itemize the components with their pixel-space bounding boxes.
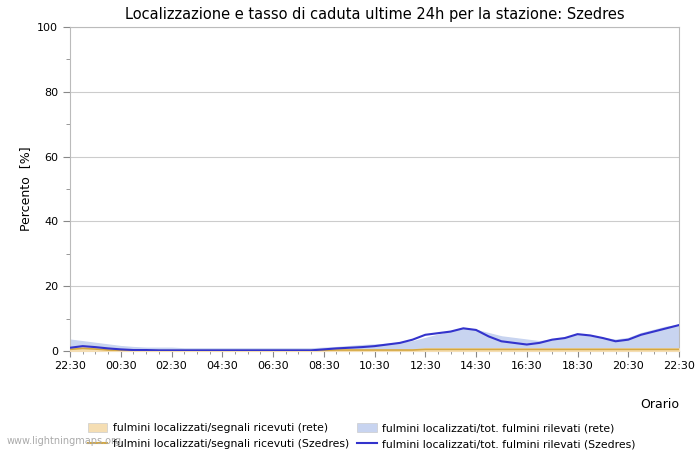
Text: Orario: Orario	[640, 398, 679, 411]
Text: www.lightningmaps.org: www.lightningmaps.org	[7, 436, 122, 446]
Legend: fulmini localizzati/segnali ricevuti (rete), fulmini localizzati/segnali ricevut: fulmini localizzati/segnali ricevuti (re…	[88, 423, 636, 449]
Y-axis label: Percento  [%]: Percento [%]	[19, 147, 32, 231]
Title: Localizzazione e tasso di caduta ultime 24h per la stazione: Szedres: Localizzazione e tasso di caduta ultime …	[125, 7, 624, 22]
